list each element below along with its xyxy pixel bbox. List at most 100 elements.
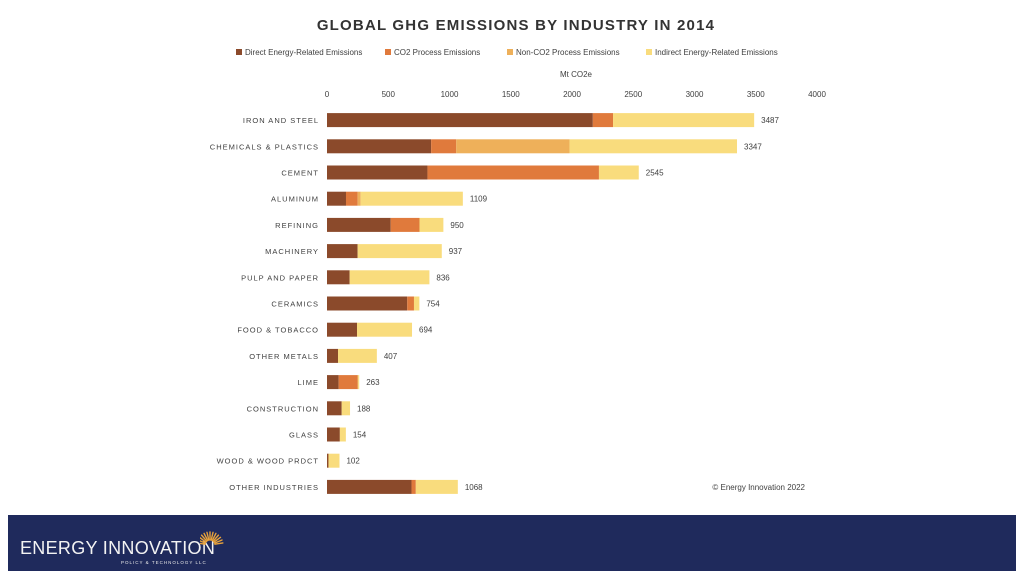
- bar-cement-indirect-energy-related-emissions: [598, 165, 639, 180]
- x-axis-label: Mt CO2e: [560, 70, 593, 79]
- bar-ceramics-co2-process-emissions: [407, 296, 414, 311]
- bar-wood-wood-prdct-direct-energy-related-emissions: [327, 453, 329, 468]
- x-tick-label: 1500: [502, 90, 520, 99]
- bar-refining-co2-process-emissions: [390, 217, 420, 232]
- category-label-wood-wood-prdct: WOOD & WOOD PRDCT: [217, 457, 319, 466]
- bar-aluminum-indirect-energy-related-emissions: [360, 191, 463, 206]
- y-axis-labels: IRON AND STEEL CHEMICALS & PLASTICS CEMENT…: [210, 116, 319, 492]
- legend-label: Indirect Energy-Related Emissions: [655, 48, 778, 57]
- bar-lime-direct-energy-related-emissions: [327, 375, 339, 390]
- sunburst-ray: [206, 531, 210, 541]
- x-tick-label: 0: [325, 90, 330, 99]
- bar-aluminum-non-co2-process-emissions: [357, 191, 361, 206]
- sunburst-ray: [213, 536, 222, 543]
- bar-cement-direct-energy-related-emissions: [327, 165, 428, 180]
- sunburst-ray: [211, 532, 217, 542]
- total-label-wood-wood-prdct: 102: [346, 457, 360, 466]
- legend-swatch: [507, 49, 513, 55]
- total-label-aluminum: 1109: [470, 195, 488, 204]
- total-label-pulp-and-paper: 836: [436, 273, 450, 282]
- bar-machinery-indirect-energy-related-emissions: [357, 244, 442, 259]
- bar-cement-co2-process-emissions: [427, 165, 599, 180]
- bar-chemicals-plastics-co2-process-emissions: [431, 139, 457, 154]
- category-label-cement: CEMENT: [281, 169, 319, 178]
- bar-iron-and-steel-indirect-energy-related-emissions: [613, 113, 755, 128]
- sunburst-ray: [200, 540, 207, 544]
- bar-aluminum-direct-energy-related-emissions: [327, 191, 346, 206]
- total-labels: 3487 3347 2545 1109 950 937 836 754 694 407 263 188…: [346, 116, 779, 492]
- bar-chemicals-plastics-indirect-energy-related-emissions: [569, 139, 738, 154]
- chart-canvas: GLOBAL GHG EMISSIONS BY INDUSTRY IN 2014…: [210, 17, 827, 494]
- copyright-annotation: © Energy Innovation 2022: [712, 483, 805, 492]
- legend-swatch: [385, 49, 391, 55]
- bar-food-tobacco-direct-energy-related-emissions: [327, 322, 358, 337]
- legend-item-indirect-energy-related-emissions: Indirect Energy-Related Emissions: [646, 48, 778, 57]
- x-tick-label: 4000: [808, 90, 826, 99]
- total-label-refining: 950: [450, 221, 464, 230]
- category-label-construction: CONSTRUCTION: [247, 404, 319, 413]
- bar-refining-indirect-energy-related-emissions: [419, 217, 444, 232]
- x-tick-label: 3500: [747, 90, 765, 99]
- bar-refining-direct-energy-related-emissions: [327, 217, 391, 232]
- total-label-cement: 2545: [646, 169, 664, 178]
- legend: Direct Energy-Related Emissions CO2 Proce…: [236, 48, 778, 57]
- bar-other-industries-direct-energy-related-emissions: [327, 479, 412, 494]
- category-label-other-industries: OTHER INDUSTRIES: [229, 483, 319, 492]
- category-label-ceramics: CERAMICS: [271, 300, 319, 309]
- bar-chemicals-plastics-non-co2-process-emissions: [456, 139, 570, 154]
- legend-swatch: [236, 49, 242, 55]
- category-label-aluminum: ALUMINUM: [271, 195, 319, 204]
- bar-iron-and-steel-co2-process-emissions: [592, 113, 614, 128]
- x-tick-label: 2000: [563, 90, 581, 99]
- logo-text: ENERGY INNOVATION: [20, 538, 216, 558]
- sunburst-ray: [214, 542, 224, 545]
- bar-construction-indirect-energy-related-emissions: [341, 401, 351, 416]
- category-label-refining: REFINING: [275, 221, 319, 230]
- x-tick-label: 2500: [624, 90, 642, 99]
- total-label-ceramics: 754: [426, 300, 440, 309]
- category-label-pulp-and-paper: PULP AND PAPER: [241, 273, 319, 282]
- sunburst-ray: [200, 534, 208, 542]
- bar-lime-indirect-energy-related-emissions: [358, 375, 360, 390]
- legend-label: Direct Energy-Related Emissions: [245, 48, 362, 57]
- chart-title: GLOBAL GHG EMISSIONS BY INDUSTRY IN 2014: [317, 17, 715, 34]
- logo-subtext: POLICY & TECHNOLOGY LLC: [121, 560, 207, 565]
- bar-other-industries-co2-process-emissions: [411, 479, 416, 494]
- category-label-glass: GLASS: [289, 431, 319, 440]
- bar-construction-direct-energy-related-emissions: [327, 401, 342, 416]
- bar-ceramics-direct-energy-related-emissions: [327, 296, 408, 311]
- sunburst-ray: [210, 531, 214, 541]
- total-label-food-tobacco: 694: [419, 326, 433, 335]
- bar-other-metals-indirect-energy-related-emissions: [338, 348, 377, 363]
- x-tick-label: 500: [382, 90, 396, 99]
- bar-ceramics-indirect-energy-related-emissions: [413, 296, 420, 311]
- total-label-glass: 154: [353, 431, 367, 440]
- category-label-chemicals-plastics: CHEMICALS & PLASTICS: [210, 142, 319, 151]
- category-label-other-metals: OTHER METALS: [249, 352, 319, 361]
- category-label-food-tobacco: FOOD & TOBACCO: [237, 326, 319, 335]
- chart-slide: GLOBAL GHG EMISSIONS BY INDUSTRY IN 2014…: [8, 0, 1016, 577]
- legend-item-non-co2-process-emissions: Non-CO2 Process Emissions: [507, 48, 620, 57]
- sunburst-ray: [203, 532, 209, 542]
- legend-item-co2-process-emissions: CO2 Process Emissions: [385, 48, 480, 57]
- bar-pulp-and-paper-indirect-energy-related-emissions: [349, 270, 430, 285]
- bar-chemicals-plastics-direct-energy-related-emissions: [327, 139, 432, 154]
- sunburst-ray: [212, 534, 220, 542]
- category-label-iron-and-steel: IRON AND STEEL: [243, 116, 319, 125]
- bar-lime-co2-process-emissions: [338, 375, 358, 390]
- bar-glass-direct-energy-related-emissions: [327, 427, 340, 442]
- bar-machinery-direct-energy-related-emissions: [327, 244, 358, 259]
- sunburst-ray: [200, 542, 206, 545]
- x-axis-ticks: 0 500 1000 1500 2000 2500 3000 3500 4000: [325, 90, 827, 99]
- category-label-lime: LIME: [297, 378, 319, 387]
- bar-food-tobacco-indirect-energy-related-emissions: [357, 322, 413, 337]
- bar-aluminum-co2-process-emissions: [345, 191, 358, 206]
- x-tick-label: 3000: [686, 90, 704, 99]
- sunburst-icon: [200, 531, 224, 545]
- legend-label: CO2 Process Emissions: [394, 48, 480, 57]
- bar-glass-indirect-energy-related-emissions: [339, 427, 346, 442]
- total-label-other-industries: 1068: [465, 483, 483, 492]
- bar-other-industries-indirect-energy-related-emissions: [415, 479, 458, 494]
- sunburst-ray: [200, 536, 207, 543]
- bar-other-metals-direct-energy-related-emissions: [327, 348, 339, 363]
